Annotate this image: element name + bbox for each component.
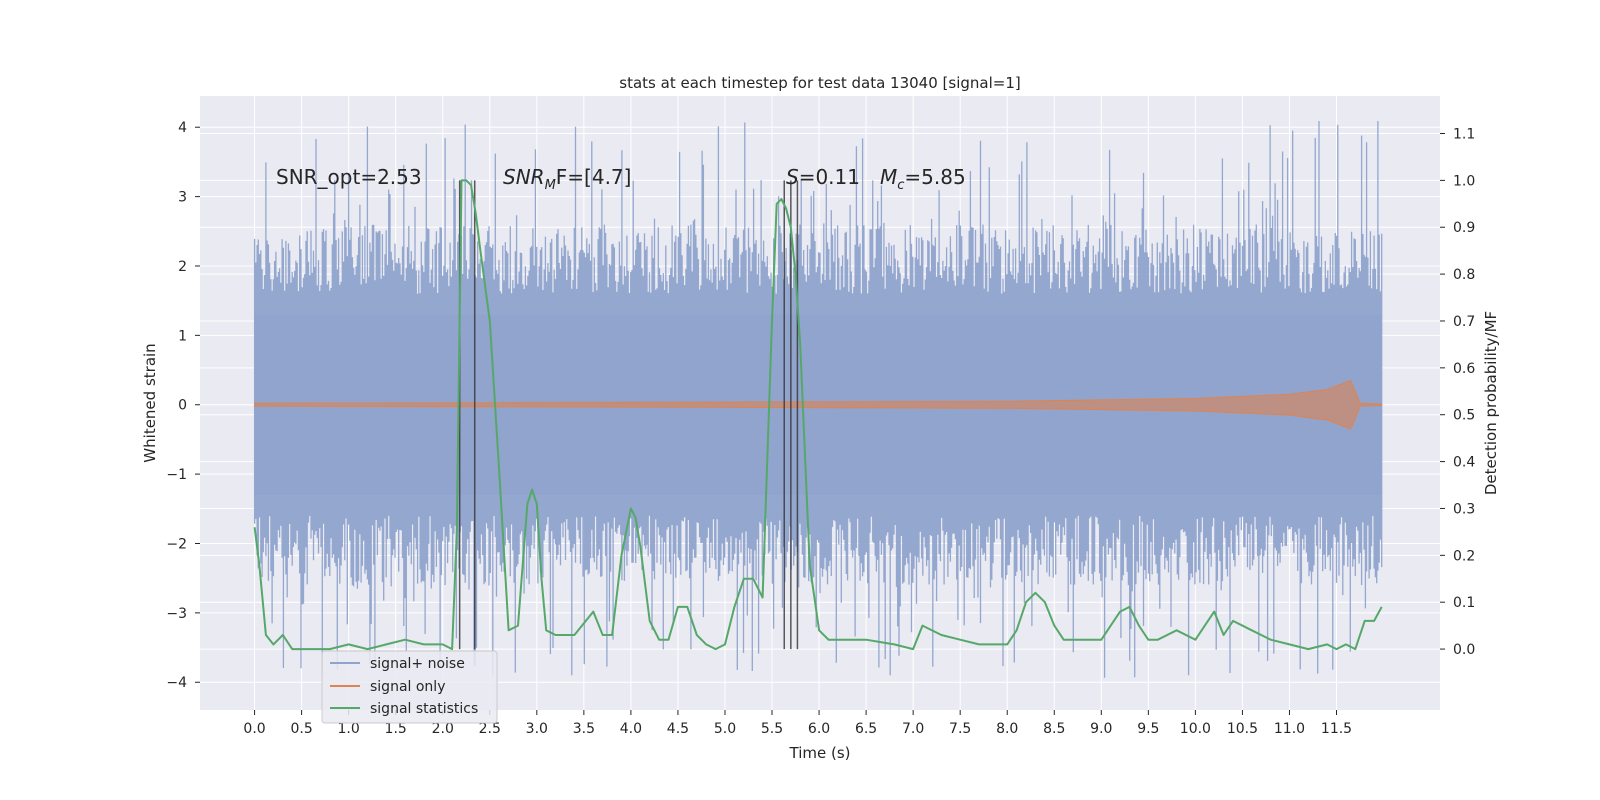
legend-label-signal-noise: signal+ noise: [370, 656, 465, 672]
x-tick-label: 10.0: [1180, 721, 1211, 737]
x-tick-label: 2.0: [432, 721, 454, 737]
x-tick-label: 3.5: [573, 721, 595, 737]
y-axis-ticks: −4 −3 −2 −1 0 1 2 3 4: [166, 120, 200, 691]
y2-tick-label: 0.4: [1453, 455, 1475, 471]
annotation-snr-mf-sub: M: [545, 178, 556, 193]
y2-axis-label: Detection probability/MF: [1482, 311, 1500, 495]
x-tick-label: 1.5: [385, 721, 407, 737]
annotation-snr-mf-main: SNR: [503, 165, 545, 189]
y2-tick-label: 0.6: [1453, 361, 1475, 377]
y2-tick-label: 0.5: [1453, 408, 1475, 424]
x-tick-label: 11.0: [1274, 721, 1305, 737]
x-tick-label: 8.0: [996, 721, 1018, 737]
x-tick-label: 10.5: [1227, 721, 1258, 737]
annotation-snr-opt: SNR_opt=2.53: [276, 165, 422, 189]
x-tick-label: 7.5: [949, 721, 971, 737]
y-tick-label: 1: [178, 328, 187, 344]
annotation-mc: Mc=5.85: [880, 165, 966, 193]
y-tick-label: −4: [166, 675, 187, 691]
y2-tick-label: 0.1: [1453, 595, 1475, 611]
y2-tick-label: 0.8: [1453, 267, 1475, 283]
x-tick-label: 0.5: [290, 721, 312, 737]
y-tick-label: −2: [166, 536, 187, 552]
x-tick-label: 6.0: [808, 721, 830, 737]
y2-tick-label: 0.9: [1453, 220, 1475, 236]
legend-box: [321, 650, 498, 724]
chart-title: stats at each timestep for test data 130…: [619, 74, 1020, 92]
annotation-s-tail: =0.11: [799, 165, 860, 189]
annotation-mc-sub: c: [897, 178, 904, 193]
y2-tick-label: 1.0: [1453, 173, 1475, 189]
annotation-mc-main: M: [880, 165, 897, 189]
x-tick-label: 3.0: [526, 721, 548, 737]
x-tick-label: 2.5: [479, 721, 501, 737]
y2-axis-ticks: 0.0 0.1 0.2 0.3 0.4 0.5 0.6 0.7 0.8 0.9 1.0 1.1: [1440, 126, 1475, 658]
signal-only-envelope: [254, 379, 1383, 430]
y-tick-label: 0: [178, 398, 187, 414]
annotation-mc-tail: =5.85: [904, 165, 965, 189]
x-tick-label: 9.0: [1090, 721, 1112, 737]
x-tick-label: 11.5: [1321, 721, 1352, 737]
y2-tick-label: 1.1: [1453, 126, 1475, 142]
y-tick-label: 3: [178, 190, 187, 206]
x-tick-label: 5.5: [761, 721, 783, 737]
x-tick-label: 4.5: [667, 721, 689, 737]
x-tick-label: 1.0: [338, 721, 360, 737]
annotation-snr-mf: SNRMF=[4.7]: [503, 165, 631, 193]
legend-label-signal-only: signal only: [370, 679, 445, 695]
x-tick-label: 4.0: [620, 721, 642, 737]
series-signal-only: [254, 379, 1383, 430]
x-tick-label: 5.0: [714, 721, 736, 737]
legend-label-signal-statistics: signal statistics: [370, 701, 478, 717]
y-tick-label: 4: [178, 120, 187, 136]
y2-tick-label: 0.3: [1453, 501, 1475, 517]
x-tick-label: 7.0: [902, 721, 924, 737]
x-axis-ticks: 0.0 0.5 1.0 1.5 2.0 2.5 3.0 3.5 4.0 4.5 5.0 5.5 6.0 6…: [243, 710, 1352, 737]
y-axis-label: Whitened strain: [141, 343, 159, 462]
y-tick-label: −1: [166, 467, 187, 483]
legend: signal+ noise signal only signal statist…: [321, 650, 498, 724]
annotation-s: S=0.11: [786, 165, 860, 189]
annotation-snr-mf-tail: F=[4.7]: [556, 165, 632, 189]
y2-tick-label: 0.7: [1453, 314, 1475, 330]
annotation-s-main: S: [786, 165, 799, 189]
signal-statistics-line: [253, 179, 1383, 651]
x-tick-label: 0.0: [243, 721, 265, 737]
x-axis-label: Time (s): [789, 744, 851, 762]
y2-tick-label: 0.0: [1453, 642, 1475, 658]
x-tick-label: 8.5: [1043, 721, 1065, 737]
x-tick-label: 6.5: [855, 721, 877, 737]
x-tick-label: 9.5: [1137, 721, 1159, 737]
y-tick-label: −3: [166, 606, 187, 622]
y-tick-label: 2: [178, 259, 187, 275]
series-signal-statistics: [253, 179, 1383, 651]
y2-tick-label: 0.2: [1453, 548, 1475, 564]
plot-content: [253, 121, 1383, 678]
